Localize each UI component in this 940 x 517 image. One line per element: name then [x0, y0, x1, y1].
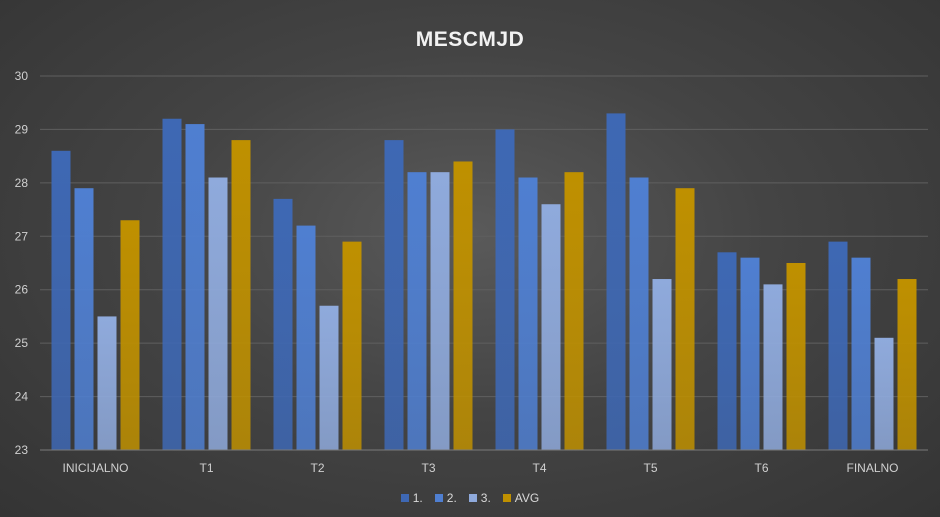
legend-item: 2. — [434, 491, 457, 505]
y-tick-label: 28 — [15, 176, 29, 190]
x-tick-label: T2 — [310, 461, 324, 475]
legend-label: 2. — [446, 491, 457, 505]
chart-title: MESCMJD — [415, 28, 525, 51]
bar — [541, 204, 561, 450]
y-tick-label: 27 — [15, 229, 29, 243]
bar — [453, 161, 473, 450]
bar — [231, 140, 251, 450]
bar — [564, 172, 584, 450]
bar — [208, 177, 228, 450]
x-tick-label: T5 — [643, 461, 657, 475]
bar — [518, 177, 538, 450]
x-tick-label: FINALNO — [846, 461, 898, 475]
legend-swatch — [502, 494, 511, 502]
x-tick-label: T3 — [421, 461, 435, 475]
bar — [162, 118, 182, 450]
y-tick-label: 23 — [15, 443, 29, 457]
legend-item: AVG — [502, 491, 540, 505]
bar — [273, 198, 293, 450]
x-tick-label: T4 — [532, 461, 546, 475]
x-tick-label: INICIJALNO — [62, 461, 128, 475]
bar — [319, 305, 339, 450]
bar — [897, 279, 917, 450]
x-tick-label: T6 — [754, 461, 768, 475]
bar — [740, 257, 760, 450]
bar — [384, 140, 404, 450]
y-tick-label: 30 — [15, 69, 29, 83]
legend-label: 1. — [412, 491, 423, 505]
legend-swatch — [468, 494, 477, 502]
bar — [120, 220, 140, 450]
bar — [606, 113, 626, 451]
y-tick-label: 24 — [15, 390, 29, 404]
x-tick-label: T1 — [199, 461, 213, 475]
bar — [51, 150, 71, 451]
bar — [407, 172, 427, 450]
legend-item: 3. — [468, 491, 491, 505]
bar — [296, 225, 316, 450]
bar — [629, 177, 649, 450]
bar — [763, 284, 783, 450]
bar — [828, 241, 848, 450]
legend-swatch — [400, 494, 409, 502]
bar — [185, 124, 205, 450]
bar — [430, 172, 450, 450]
bar — [874, 337, 894, 450]
bar — [675, 188, 695, 450]
bar — [97, 316, 117, 450]
chart-legend: 1. 2. 3. AVG — [0, 491, 940, 505]
y-tick-label: 29 — [15, 122, 29, 136]
bar — [786, 263, 806, 450]
y-tick-label: 25 — [15, 336, 29, 350]
legend-item: 1. — [400, 491, 423, 505]
bar — [851, 257, 871, 450]
bar — [74, 188, 94, 450]
bar — [717, 252, 737, 450]
bar — [652, 279, 672, 450]
legend-swatch — [434, 494, 443, 502]
bar — [342, 241, 362, 450]
legend-label: 3. — [480, 491, 491, 505]
y-tick-label: 26 — [15, 283, 29, 297]
legend-label: AVG — [514, 491, 540, 505]
bar — [495, 129, 515, 450]
